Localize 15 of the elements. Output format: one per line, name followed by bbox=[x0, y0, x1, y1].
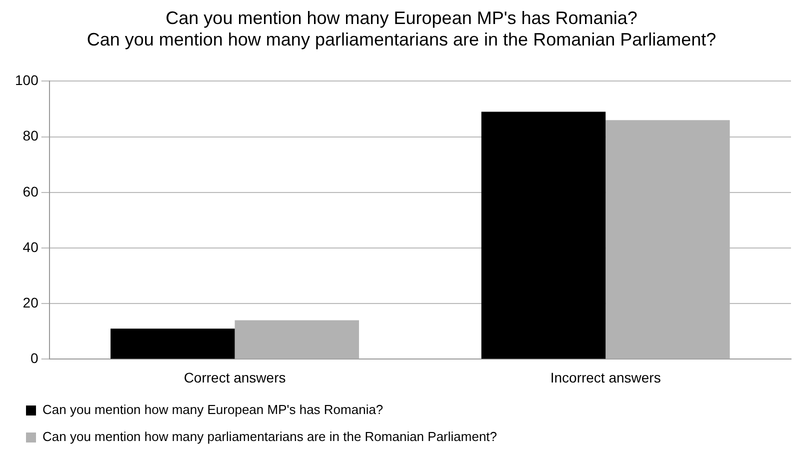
bar bbox=[234, 320, 359, 359]
y-tick-label: 40 bbox=[22, 238, 39, 255]
y-tick-label: 80 bbox=[22, 128, 39, 144]
text: Can you mention how many parliamentarians are in the Romanian Parliament? bbox=[86, 29, 716, 50]
bar bbox=[110, 328, 235, 359]
text: Can you mention how many European MP's has Romania? bbox=[166, 8, 638, 28]
bar bbox=[481, 112, 606, 359]
y-tick-label: 0 bbox=[30, 350, 39, 366]
y-tick-label: 20 bbox=[22, 294, 39, 310]
x-tick-label: Incorrect answers bbox=[550, 369, 661, 386]
legend-label: Can you mention how many parliamentarians are in the Romanian Parliament? bbox=[42, 429, 498, 444]
y-tick-label: 100 bbox=[15, 72, 39, 88]
y-tick-label: 60 bbox=[22, 183, 39, 200]
x-tick-label: Correct answers bbox=[184, 369, 286, 386]
legend-label: Can you mention how many European MP's has Romania? bbox=[42, 402, 384, 418]
